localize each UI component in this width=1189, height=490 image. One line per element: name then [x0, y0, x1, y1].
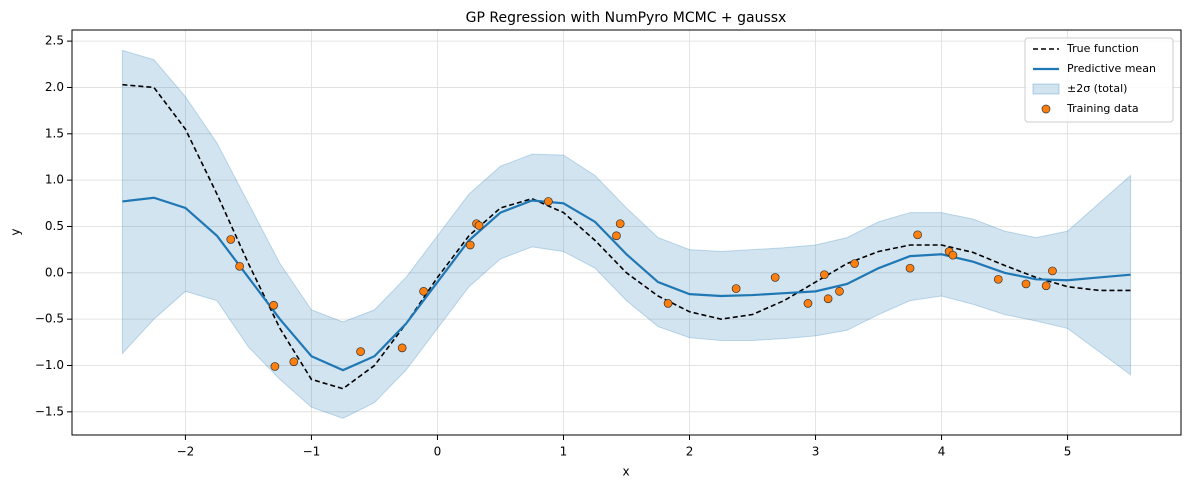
x-tick-label: 2 [686, 445, 694, 459]
legend-label: Training data [1066, 102, 1139, 115]
data-point [235, 261, 244, 271]
data-point [474, 221, 484, 230]
data-point [465, 240, 475, 250]
data-point [226, 235, 236, 244]
legend-label: Predictive mean [1067, 62, 1156, 75]
data-point [270, 362, 280, 371]
legend: True function Predictive mean ±2σ (total) T… [1024, 37, 1174, 123]
legend-label: True function [1066, 42, 1139, 55]
data-point [820, 270, 829, 280]
x-tick-label: 0 [434, 445, 442, 459]
line [122, 196, 1131, 372]
data-point [397, 343, 407, 353]
data-point [913, 230, 922, 240]
legend-swatch [1041, 104, 1051, 114]
x-tick-label: 4 [938, 445, 946, 459]
x-axis-label: x [622, 465, 629, 479]
data-point [1021, 279, 1031, 289]
legend-swatch [1032, 83, 1060, 95]
data-point [770, 273, 780, 282]
legend-box [1024, 37, 1174, 123]
x-tick-label: 5 [1064, 445, 1072, 459]
data-point [993, 274, 1003, 284]
data-point [823, 294, 833, 304]
y-tick-label: 2.5 [45, 34, 64, 48]
uncertainty-band [121, 49, 1132, 419]
data-point [1048, 266, 1057, 276]
data-point [612, 231, 621, 241]
x-tick-label: −2 [177, 445, 195, 459]
data-point [1041, 281, 1051, 291]
y-tick-label: 0.0 [45, 265, 64, 279]
x-tick-label: 3 [812, 445, 820, 459]
y-tick-label: −1.5 [35, 404, 64, 418]
plot-frame [71, 29, 1182, 436]
y-tick-label: 1.0 [45, 173, 64, 187]
legend-label: ±2σ (total) [1067, 82, 1127, 95]
x-tick-label: −1 [303, 445, 321, 459]
y-tick-label: −0.5 [35, 312, 64, 326]
data-point [419, 287, 428, 296]
x-tick-label: 1 [560, 445, 568, 459]
data-point [663, 299, 673, 308]
data-point [269, 300, 278, 310]
chart-title: GP Regression with NumPyro MCMC + gaussx [466, 10, 787, 26]
y-tick-label: −1.0 [35, 358, 64, 372]
data-point [544, 197, 553, 206]
y-tick-label: 2.0 [45, 80, 64, 94]
data-point [289, 357, 299, 367]
data-point [835, 287, 844, 296]
data-point [803, 299, 813, 308]
data-point [615, 219, 625, 229]
data-point [356, 347, 365, 356]
y-tick-label: 1.5 [45, 126, 64, 140]
y-tick-label: 0.5 [45, 219, 64, 233]
data-point [948, 250, 958, 260]
data-point [905, 263, 915, 273]
data-point [731, 284, 741, 293]
y-axis-label: y [9, 228, 23, 235]
data-point [850, 259, 859, 268]
line [122, 83, 1131, 390]
